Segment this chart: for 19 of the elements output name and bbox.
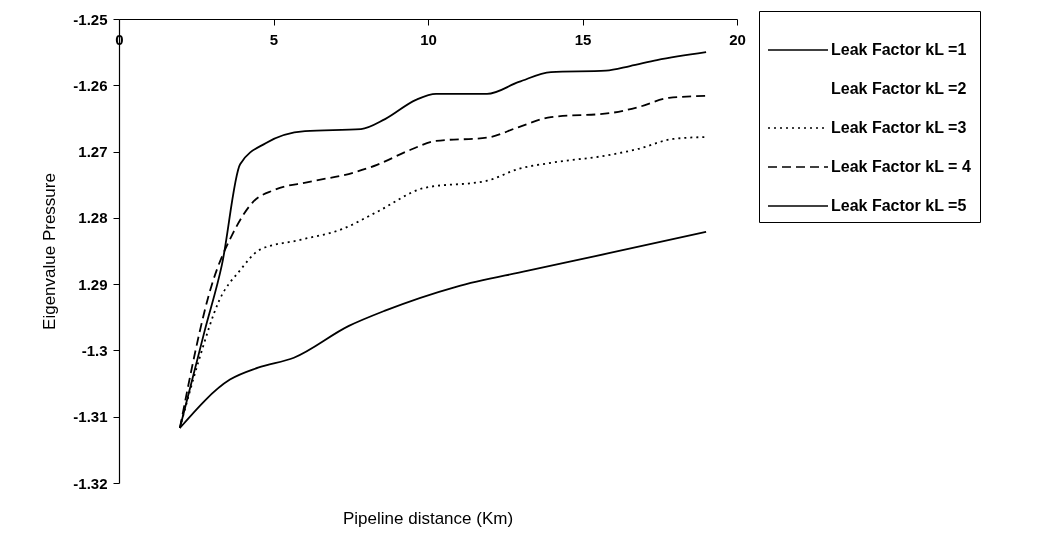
y-tick-label: 1.27 [78,143,108,161]
x-axis-title: Pipeline distance (Km) [342,509,514,528]
y-tick-label: -1.32 [73,474,108,492]
x-tick-label: 15 [574,30,592,48]
y-tick-label: -1.31 [73,408,108,426]
y-tick-label: -1.26 [73,76,108,94]
y-axis-title: Eigenvalue Pressure [40,173,60,330]
x-tick-label: 10 [420,30,437,48]
legend-label: Leak Factor kL =1 [831,41,967,58]
legend-label: Leak Factor kL =5 [831,197,967,214]
y-tick-label: 1.28 [78,209,108,227]
legend-label: Leak Factor kL = 4 [831,158,971,175]
legend-label: Leak Factor kL =3 [831,119,967,136]
x-tick-label: 5 [269,30,279,48]
text: Leak Factor kL =2 [831,80,967,97]
x-tick-label: 20 [729,30,746,48]
y-tick-label: -1.25 [73,10,108,28]
y-tick-label: 1.29 [78,275,108,293]
y-tick-label: -1.3 [81,341,108,359]
